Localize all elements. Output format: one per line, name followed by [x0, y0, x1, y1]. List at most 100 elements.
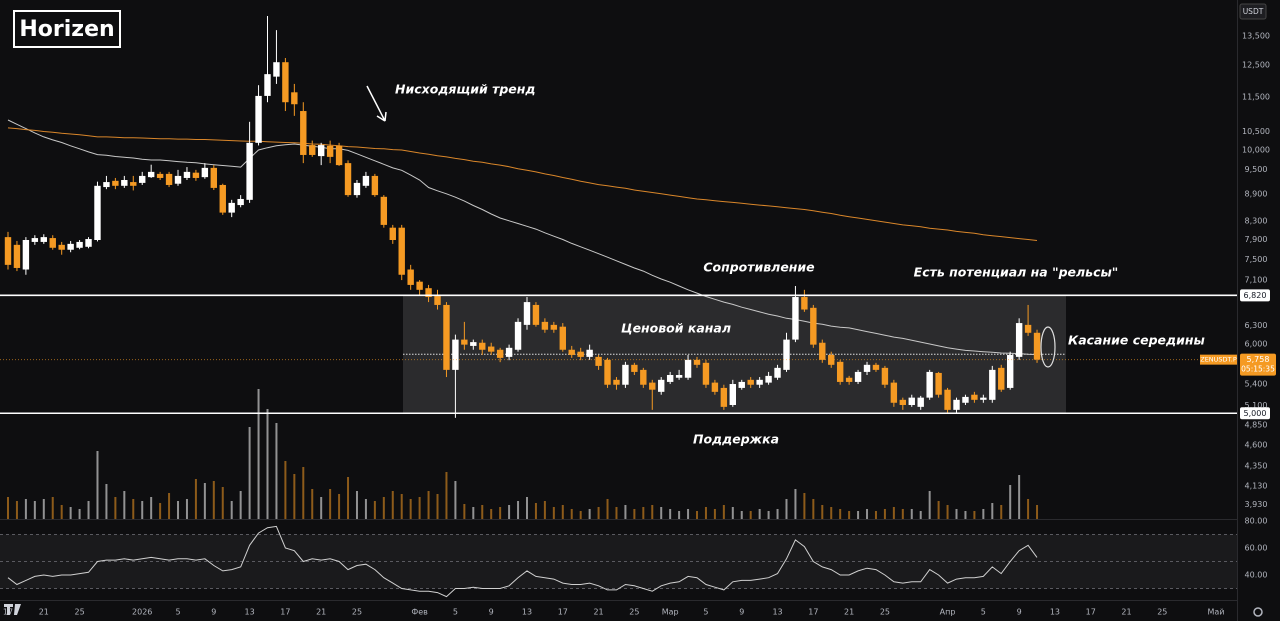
candle-body	[702, 362, 710, 385]
volume-bar	[633, 509, 636, 519]
candle-body	[147, 171, 155, 178]
volume-bar	[364, 499, 367, 519]
logo-frame	[13, 10, 121, 48]
candle-body	[711, 382, 719, 392]
candle-body	[514, 321, 522, 350]
volume-bar	[615, 507, 618, 519]
candle-body	[380, 196, 388, 225]
candle-body	[362, 175, 370, 186]
volume-bar	[481, 505, 484, 519]
volume-bar	[185, 499, 188, 519]
candle-body	[845, 377, 853, 382]
volume-bar	[803, 493, 806, 519]
volume-bar	[982, 509, 985, 519]
candle-body	[416, 281, 423, 290]
volume-bar	[991, 503, 994, 519]
x-tick-label: 21	[39, 608, 49, 617]
platform-logo[interactable]	[4, 604, 21, 615]
x-tick-label: 17	[280, 608, 290, 617]
volume-bar	[731, 507, 734, 519]
candle-body	[103, 182, 110, 188]
volume-bar	[69, 507, 72, 519]
candle-body	[675, 374, 683, 378]
candle-body	[85, 239, 92, 247]
volume-bar	[275, 423, 278, 519]
volume-bar	[33, 501, 36, 519]
volume-bar	[194, 479, 197, 519]
volume-bar	[704, 507, 707, 519]
volume-bar	[311, 489, 314, 519]
volume-bar	[51, 497, 54, 519]
candle-body	[165, 173, 173, 185]
volume-bar	[910, 509, 913, 519]
settings-button[interactable]	[1253, 607, 1263, 617]
candle-body	[720, 387, 728, 407]
currency-label[interactable]: USDT	[1243, 7, 1264, 16]
volume-bar	[561, 505, 564, 519]
currency-button[interactable]	[1239, 3, 1267, 20]
volume-bar	[794, 489, 797, 519]
x-tick-label: 9	[1017, 608, 1022, 617]
volume-bar	[329, 489, 332, 519]
candle-body	[935, 372, 942, 395]
candle-body	[496, 349, 504, 358]
candle-body	[183, 171, 191, 178]
volume-bar	[445, 472, 448, 519]
y-tick-label: 8,300	[1245, 216, 1268, 225]
volume-bar	[767, 511, 770, 519]
volume-bar	[212, 481, 215, 519]
volume-bar	[42, 499, 45, 519]
volume-bar	[248, 427, 251, 519]
candle-body	[479, 342, 486, 350]
candle-body	[344, 163, 352, 196]
volume-bar	[382, 497, 385, 519]
x-tick-label: 2026	[132, 608, 152, 617]
candle-body	[765, 375, 772, 383]
x-tick-label: 17	[3, 608, 13, 617]
candle-body	[747, 379, 754, 385]
x-tick-label: 25	[352, 608, 362, 617]
y-tick-label: 10,000	[1242, 145, 1270, 154]
candle-body	[926, 371, 933, 398]
volume-bar	[373, 501, 376, 519]
volume-bar	[472, 507, 475, 519]
candle-body	[971, 394, 978, 400]
volume-bar	[785, 499, 788, 519]
plot-layer	[0, 15, 1237, 598]
volume-bar	[132, 499, 135, 519]
x-tick-label: 5	[703, 608, 708, 617]
x-tick-label: 5	[981, 608, 986, 617]
annotation: Есть потенциал на "рельсы"	[914, 265, 1119, 280]
volume-bar	[964, 511, 967, 519]
volume-bar	[96, 451, 99, 519]
x-tick-label: Мар	[662, 608, 679, 617]
candle-body	[863, 364, 871, 372]
volume-bar	[857, 511, 860, 519]
candle-body	[908, 397, 915, 405]
candle-body	[22, 239, 30, 270]
candle-body	[899, 399, 907, 405]
volume-bar	[1000, 505, 1003, 519]
candle-body	[443, 304, 450, 370]
candle-body	[317, 145, 325, 157]
volume-bar	[606, 499, 609, 519]
highlight-circle	[1040, 326, 1056, 368]
volume-bar	[168, 493, 171, 519]
volume-bar	[293, 474, 296, 519]
y-tick-label: 4,130	[1245, 481, 1268, 490]
x-tick-label: 17	[1086, 608, 1096, 617]
rsi-tick-label: 80.00	[1245, 516, 1268, 525]
volume-bar	[740, 511, 743, 519]
candle-body	[1006, 354, 1014, 388]
volume-bar	[579, 511, 582, 519]
candle-body	[130, 182, 137, 186]
volume-bar	[749, 511, 752, 519]
volume-bar	[347, 477, 350, 519]
candle-body	[201, 167, 209, 178]
candle-body	[174, 175, 182, 184]
x-tick-label: 25	[74, 608, 84, 617]
candle-body	[666, 374, 674, 382]
candle-body	[1024, 324, 1032, 333]
